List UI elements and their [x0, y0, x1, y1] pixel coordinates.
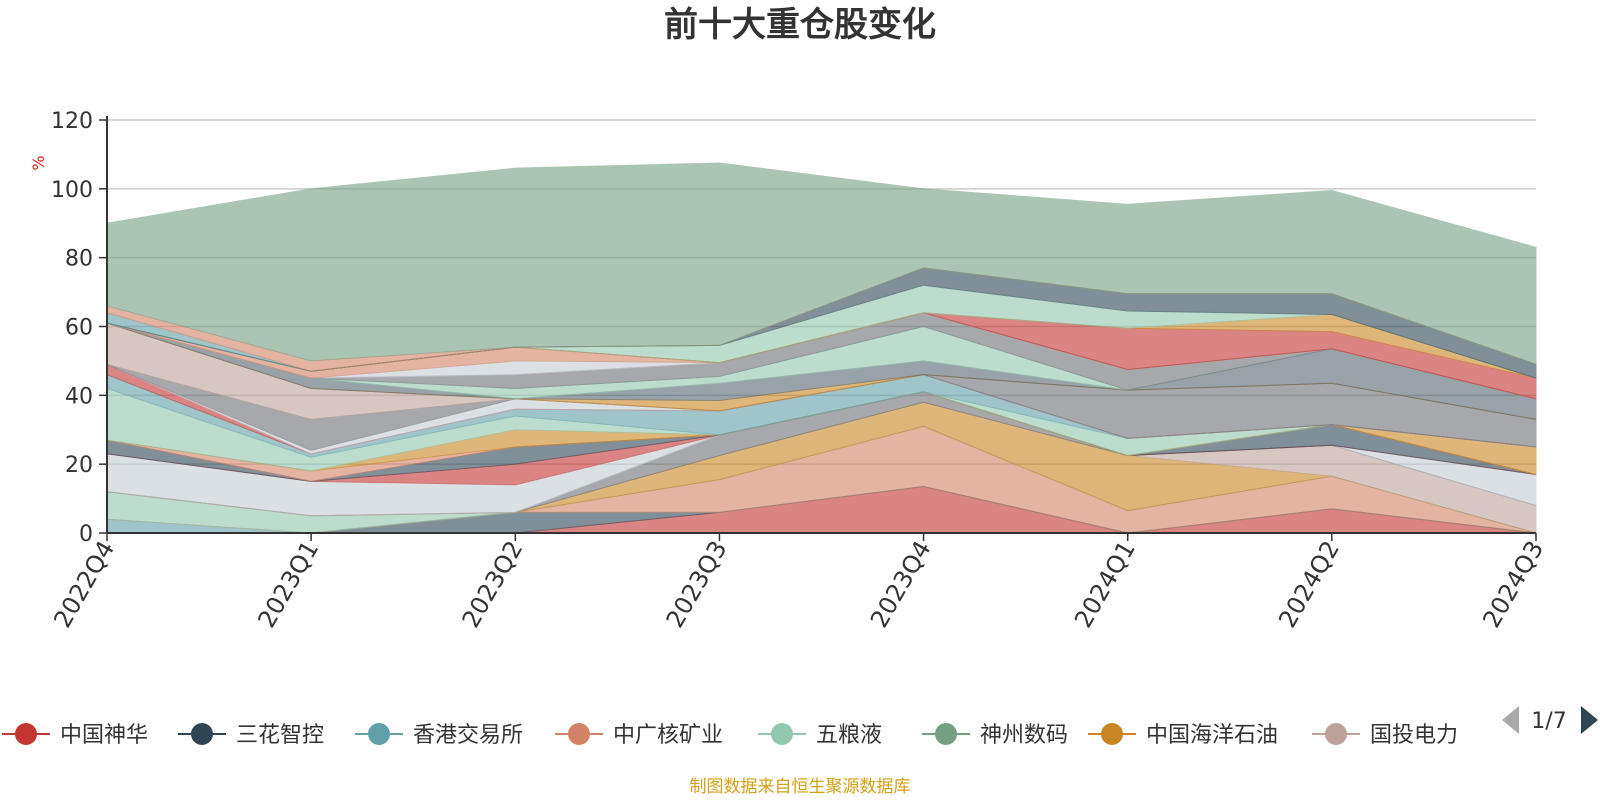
y-axis-unit: % [29, 155, 48, 170]
legend-page-indicator: 1/7 [1531, 709, 1566, 734]
legend-label: 五粮液 [816, 723, 882, 748]
legend-label: 中国海洋石油 [1146, 723, 1278, 748]
legend-item[interactable]: 神州数码 [922, 723, 1068, 748]
legend-marker-icon [191, 723, 213, 745]
legend-item[interactable]: 五粮液 [758, 723, 882, 748]
legend: 中国神华 三花智控 香港交易所 中广核矿业 五粮液 神州数码 中国海洋石油 国投电力 [2, 723, 1458, 748]
legend-marker-icon [771, 723, 793, 745]
legend-label: 神州数码 [980, 723, 1068, 748]
y-tick-label: 100 [51, 178, 93, 203]
y-tick-label: 20 [65, 453, 93, 478]
x-tick-label: 2022Q4 [48, 536, 120, 632]
legend-item[interactable]: 香港交易所 [355, 723, 523, 748]
legend-label: 三花智控 [236, 723, 324, 748]
legend-marker-icon [1325, 723, 1347, 745]
legend-marker-icon [568, 723, 590, 745]
legend-marker-icon [1101, 723, 1123, 745]
legend-item[interactable]: 国投电力 [1312, 723, 1458, 748]
y-tick-label: 40 [65, 384, 93, 409]
stacked-areas [106, 162, 1537, 534]
data-source-note: 制图数据来自恒生聚源数据库 [690, 777, 911, 797]
x-tick-label: 2023Q4 [865, 536, 937, 632]
x-tick-label: 2023Q3 [661, 536, 733, 632]
y-tick-label: 120 [51, 109, 93, 134]
legend-label: 国投电力 [1370, 723, 1458, 748]
legend-label: 中国神华 [60, 723, 148, 748]
legend-item[interactable]: 中国海洋石油 [1088, 723, 1278, 748]
legend-label: 中广核矿业 [613, 723, 723, 748]
legend-next-arrow-icon[interactable] [1581, 706, 1598, 734]
legend-marker-icon [368, 723, 390, 745]
x-tick-label: 2023Q1 [252, 536, 324, 632]
legend-prev-arrow-icon[interactable] [1502, 706, 1519, 734]
x-tick-label: 2024Q3 [1477, 536, 1549, 632]
legend-marker-icon [15, 723, 37, 745]
legend-marker-icon [935, 723, 957, 745]
area-series-33 [106, 162, 1537, 366]
chart-title: 前十大重仓股变化 [664, 5, 936, 45]
legend-item[interactable]: 中广核矿业 [555, 723, 723, 748]
legend-item[interactable]: 三花智控 [178, 723, 324, 748]
y-tick-label: 0 [79, 522, 93, 547]
y-tick-label: 60 [65, 316, 93, 341]
legend-label: 香港交易所 [413, 723, 523, 748]
y-tick-label: 80 [65, 247, 93, 272]
x-tick-label: 2023Q2 [457, 536, 529, 632]
legend-item[interactable]: 中国神华 [2, 723, 148, 748]
legend-pager: 1/7 [1502, 706, 1598, 734]
x-tick-label: 2024Q1 [1069, 536, 1141, 632]
x-tick-label: 2024Q2 [1273, 536, 1345, 632]
